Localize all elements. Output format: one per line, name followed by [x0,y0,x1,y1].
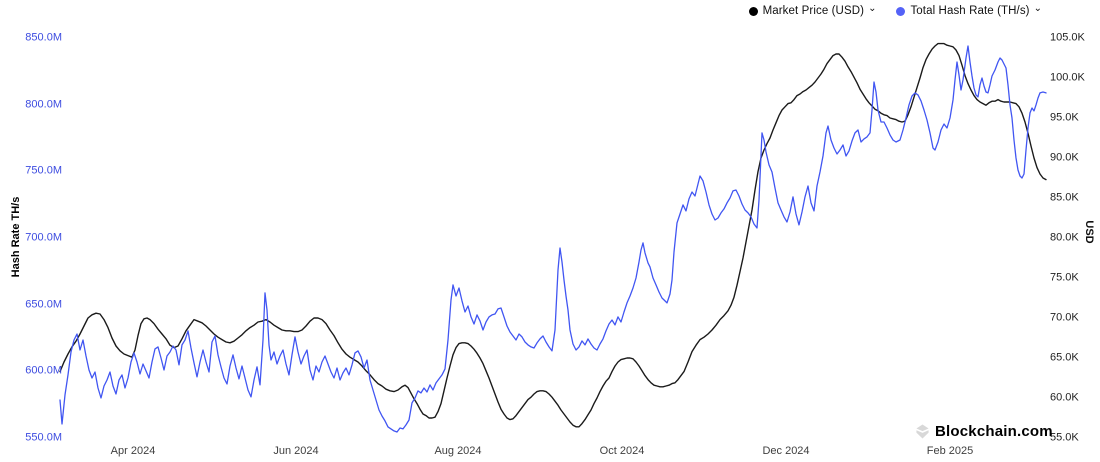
y-right-tick-label: 60.0K [1050,391,1079,404]
x-tick-label: Oct 2024 [599,445,645,457]
legend-dot-icon [896,6,906,16]
watermark: Blockchain.com [915,423,1053,440]
hash-rate-line [59,45,1047,433]
y-right-tick-label: 70.0K [1050,311,1079,324]
blockchain-cube-icon [915,424,930,439]
watermark-text: Blockchain.com [935,423,1053,440]
y-left-tick-label: 600.0M [25,364,62,377]
y-left-tick-label: 700.0M [25,231,62,244]
x-tick-label: Feb 2025 [926,445,974,457]
y-right-tick-label: 95.0K [1050,111,1079,124]
y-left-tick-label: 800.0M [25,98,62,111]
y-right-tick-label: 90.0K [1050,151,1079,164]
legend-item-total-hash-rate[interactable]: Total Hash Rate (TH/s) ⌄ [896,2,1042,17]
y-right-tick-label: 85.0K [1050,191,1079,204]
y-left-tick-label: 650.0M [25,298,62,311]
y-left-tick-label: 550.0M [25,431,62,444]
y-right-tick-label: 100.0K [1050,71,1085,84]
x-tick-label: Apr 2024 [110,445,156,457]
y-left-tick-label: 850.0M [25,31,62,44]
x-tick-label: Jun 2024 [273,445,319,457]
market-price-line [59,42,1047,428]
y-left-tick-label: 750.0M [25,164,62,177]
legend-label: Total Hash Rate (TH/s) [910,5,1030,17]
legend: Market Price (USD) ⌄ Total Hash Rate (TH/s… [748,2,1042,17]
legend-item-market-price[interactable]: Market Price (USD) ⌄ [748,2,877,17]
y-right-tick-label: 105.0K [1050,31,1085,44]
chevron-down-icon[interactable]: ⌄ [1033,2,1042,14]
chevron-down-icon[interactable]: ⌄ [868,2,877,14]
y-right-tick-label: 65.0K [1050,351,1079,364]
legend-dot-icon [748,6,758,16]
x-tick-label: Aug 2024 [434,445,482,457]
y-right-tick-label: 55.0K [1050,431,1079,444]
y-right-tick-label: 75.0K [1050,271,1079,284]
y-right-tick-label: 80.0K [1050,231,1079,244]
legend-label: Market Price (USD) [762,5,865,17]
x-tick-label: Dec 2024 [762,445,810,457]
